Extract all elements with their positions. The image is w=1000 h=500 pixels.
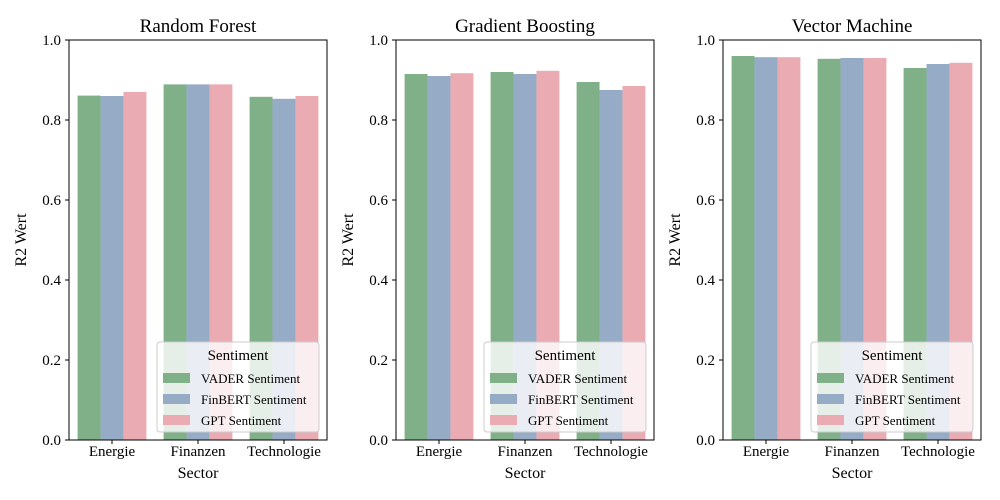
legend-swatch [163,394,190,404]
chart-title: Gradient Boosting [455,16,595,37]
bar [404,74,428,440]
legend-swatch [490,373,517,383]
legend-swatch [817,415,844,425]
chart-title: Random Forest [140,16,257,37]
legend-title: Sentiment [862,348,924,364]
y-tick-label: 0.4 [369,273,388,289]
legend-entry-label: FinBERT Sentiment [855,392,961,407]
y-tick-label: 0.0 [696,433,715,449]
x-tick-label: Energie [416,444,463,460]
bar [777,57,801,440]
y-tick-label: 0.4 [696,273,715,289]
y-tick-label: 0.8 [696,113,715,129]
legend-entry-label: VADER Sentiment [855,371,954,386]
y-axis-label: R2 Wert [13,213,30,267]
x-axis-label: Sector [505,465,547,482]
chart-panel-3: 0.0 0.2 0.4 0.6 0.8 1.0 Energie Finanzen Technol… [667,16,982,482]
bar [427,76,451,440]
legend-entry-label: GPT Sentiment [855,413,936,428]
x-axis-label: Sector [178,465,220,482]
y-tick-label: 0.0 [369,433,388,449]
x-tick-label: Technologie [247,444,321,460]
legend-title: Sentiment [535,348,597,364]
x-tick-label: Finanzen [825,444,880,460]
bar [100,96,124,440]
legend-swatch [163,415,190,425]
y-tick-label: 1.0 [696,33,715,49]
legend-entry-label: VADER Sentiment [201,371,300,386]
y-tick-label: 0.6 [42,193,61,209]
legend: Sentiment VADER Sentiment FinBERT Sentimen… [810,341,974,433]
bar [731,56,755,440]
y-tick-label: 0.8 [369,113,388,129]
y-tick-label: 1.0 [369,33,388,49]
legend-entry-label: VADER Sentiment [528,371,627,386]
bar [77,95,101,440]
legend-swatch [490,415,517,425]
bar [123,92,147,440]
legend-swatch [817,373,844,383]
y-tick-label: 0.6 [696,193,715,209]
legend-swatch [490,394,517,404]
legend-entry-label: FinBERT Sentiment [528,392,634,407]
legend-box [810,341,974,433]
legend-entry-label: GPT Sentiment [201,413,282,428]
x-tick-label: Finanzen [498,444,553,460]
y-tick-label: 1.0 [42,33,61,49]
chart-panel-1: 0.0 0.2 0.4 0.6 0.8 1.0 Energie Finanzen Technol… [13,16,328,482]
legend-entry-label: FinBERT Sentiment [201,392,307,407]
x-tick-label: Technologie [574,444,648,460]
y-axis-label: R2 Wert [340,213,357,267]
legend-box [156,341,320,433]
legend-swatch [163,373,190,383]
legend-box [483,341,647,433]
y-axis-label: R2 Wert [667,213,684,267]
bar [450,73,474,440]
bar [754,57,778,440]
legend-title: Sentiment [208,348,270,364]
legend-swatch [817,394,844,404]
chart-panel-2: 0.0 0.2 0.4 0.6 0.8 1.0 Energie Finanzen Technol… [340,16,655,482]
x-tick-label: Technologie [901,444,975,460]
x-tick-label: Finanzen [171,444,226,460]
y-tick-label: 0.0 [42,433,61,449]
x-tick-label: Energie [89,444,136,460]
x-tick-label: Energie [743,444,790,460]
y-tick-label: 0.8 [42,113,61,129]
y-tick-label: 0.2 [369,353,388,369]
legend-entry-label: GPT Sentiment [528,413,609,428]
x-axis-label: Sector [832,465,874,482]
y-tick-label: 0.2 [696,353,715,369]
legend: Sentiment VADER Sentiment FinBERT Sentimen… [156,341,320,433]
y-tick-label: 0.4 [42,273,61,289]
legend: Sentiment VADER Sentiment FinBERT Sentimen… [483,341,647,433]
y-tick-label: 0.2 [42,353,61,369]
y-tick-label: 0.6 [369,193,388,209]
chart-title: Vector Machine [792,16,913,37]
